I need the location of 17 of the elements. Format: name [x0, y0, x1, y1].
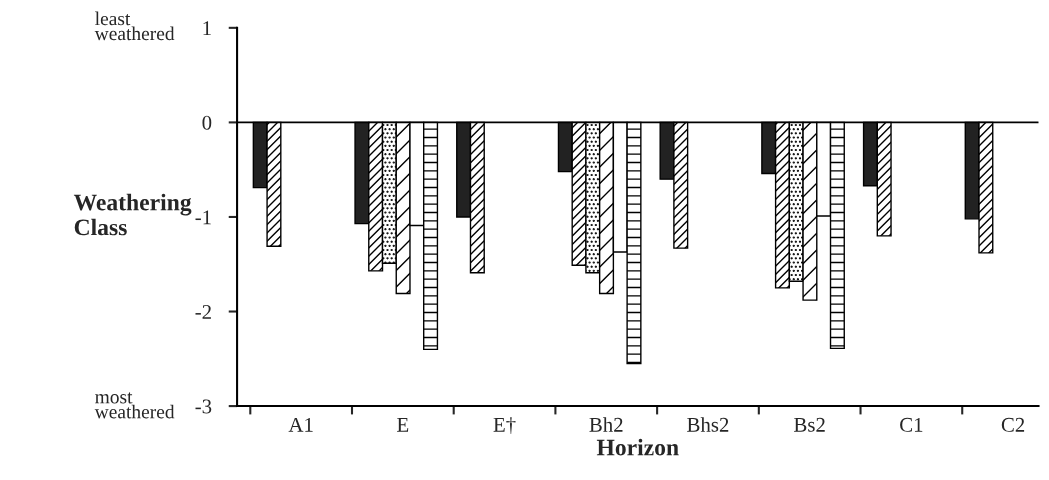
y-tick-label: 1	[203, 21, 211, 36]
x-axis-title: Horizon	[596, 438, 679, 456]
y-tick-label: -3	[195, 399, 212, 414]
y-axis-title: Weathering Class	[73, 193, 192, 236]
x-tick-label: Bs2	[794, 417, 825, 432]
text: most weathered	[94, 392, 175, 419]
text: least weathered	[94, 11, 175, 41]
x-tick-label: A1	[288, 417, 313, 432]
x-tick-label: C2	[1001, 417, 1025, 432]
y-tick-label: -2	[195, 304, 211, 319]
x-tick-label: Bhs2	[687, 417, 729, 432]
x-tick-label: E	[397, 418, 409, 432]
x-tick-label: Bh2	[589, 417, 623, 432]
y-tick-label: -1	[195, 210, 211, 225]
y-tick-label: 0	[202, 115, 212, 130]
x-tick-label: E†	[493, 417, 516, 435]
x-tick-label: C1	[900, 417, 923, 432]
